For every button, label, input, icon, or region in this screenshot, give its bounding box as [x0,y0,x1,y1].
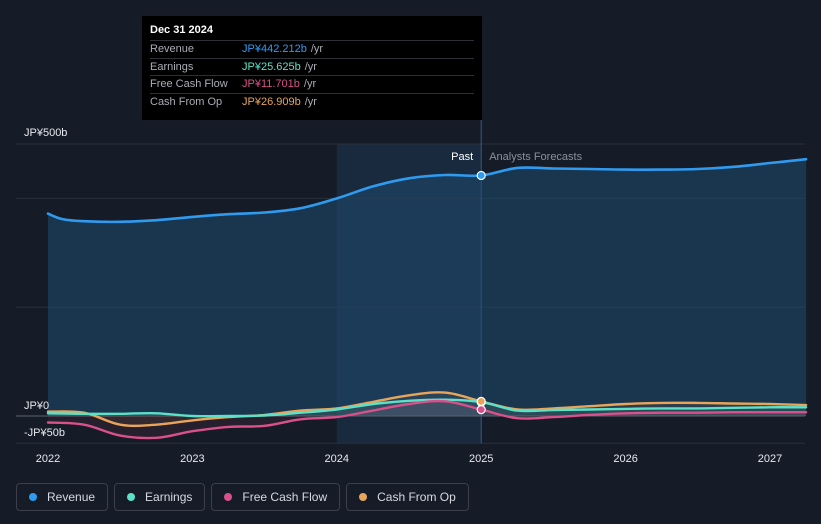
tooltip-date: Dec 31 2024 [150,24,213,36]
y-tick-label-zero: JP¥0 [24,400,49,412]
series-area-earnings [48,399,807,417]
chart-areas [48,159,807,439]
chart-legend: Revenue Earnings Free Cash Flow Cash Fro… [16,483,469,511]
chart-lines [46,157,808,440]
series-line-free-cash-flow [46,399,808,440]
legend-dot-icon [127,493,136,501]
tooltip-unit: /yr [304,95,317,108]
revenue-area [48,159,807,416]
x-tick-label-2023: 2023 [180,453,204,465]
series-line-revenue [46,157,808,224]
y-tick-label-top: JP¥500b [24,127,67,139]
tooltip-value: JP¥25.625b [242,60,301,73]
data-point-revenue [476,170,486,181]
x-tick-label-2024: 2024 [325,453,349,465]
legend-item-revenue[interactable]: Revenue [16,483,109,511]
legend-item-earnings[interactable]: Earnings [114,483,206,511]
tooltip-value: JP¥442.212b [242,43,307,56]
tooltip-label: Free Cash Flow [150,78,228,91]
x-tick-label-2027: 2027 [758,453,782,465]
series-area-cash-from-op [48,392,807,426]
tooltip-value: JP¥26.909b [242,95,301,108]
tooltip-row-revenue: Revenue JP¥442.212b /yr [150,40,474,58]
tooltip-value: JP¥11.701b [242,78,300,91]
data-point-cash-from-op [476,396,486,406]
legend-dot-icon [359,493,368,501]
series-line-cash-from-op [46,391,808,428]
tooltip-unit: /yr [310,43,324,56]
tooltip-unit: /yr [304,60,317,73]
hover-tooltip: Dec 31 2024 Revenue JP¥442.212b /yr Earn… [142,16,482,120]
tooltip-unit: /yr [303,78,317,91]
legend-dot-icon [29,493,37,501]
tooltip-label: Earnings [150,60,194,73]
y-tick-label-bottom: -JP¥50b [24,427,65,439]
past-label: Past [451,151,473,163]
legend-item-cash-from-op[interactable]: Cash From Op [346,483,469,511]
legend-label: Cash From Op [377,490,456,504]
x-tick-label-2025: 2025 [469,453,493,465]
tooltip-row-cash-from-op: Cash From Op JP¥26.909b /yr [150,92,474,111]
legend-label: Earnings [145,490,193,504]
forecast-label: Analysts Forecasts [489,151,582,163]
chart-labels: JP¥500b JP¥0 -JP¥50b Past Analysts Forecasts… [24,127,782,465]
x-tick-label-2026: 2026 [613,453,637,465]
legend-label: Revenue [47,490,96,504]
financial-chart: JP¥500b JP¥0 -JP¥50b Past Analysts Forecasts… [16,120,808,465]
tooltip-row-earnings: Earnings JP¥25.625b /yr [150,57,474,76]
data-point-free-cash-flow [476,405,486,415]
tooltip-label: Revenue [150,43,195,56]
legend-dot-icon [224,493,233,501]
x-tick-label-2022: 2022 [36,453,60,465]
series-line-earnings [46,398,808,418]
tooltip-label: Cash From Op [150,95,223,108]
tooltip-row-free-cash-flow: Free Cash Flow JP¥11.701b /yr [150,75,474,93]
legend-label: Free Cash Flow [242,490,328,504]
legend-item-free-cash-flow[interactable]: Free Cash Flow [211,483,341,511]
